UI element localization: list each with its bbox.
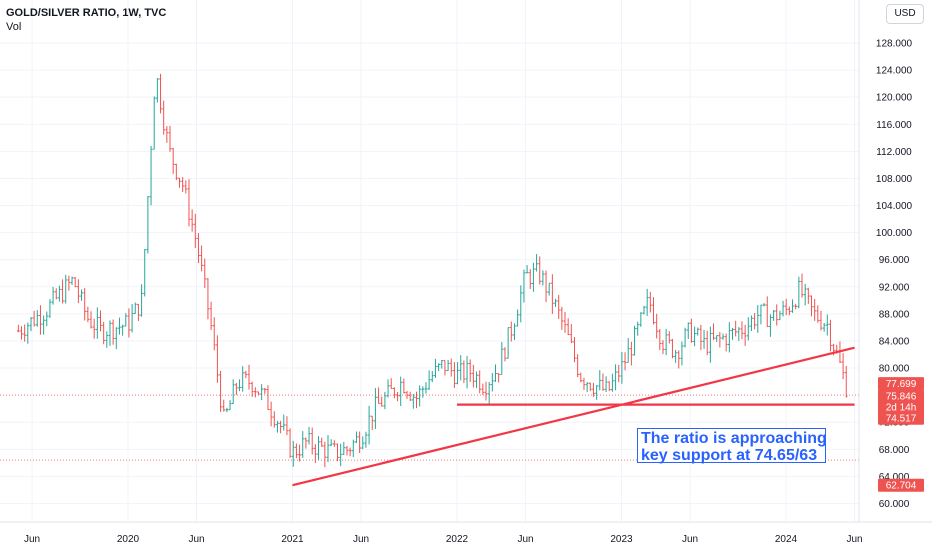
price-label-bg (878, 377, 924, 391)
price-label-bg (878, 389, 924, 403)
time-tick-label: 2023 (610, 534, 633, 545)
time-tick-label: 2022 (446, 534, 469, 545)
price-label-text: 77.699 (886, 379, 917, 390)
price-tick-label: 92.000 (879, 282, 910, 293)
time-tick-label: Jun (24, 534, 40, 545)
time-tick-label: Jun (846, 534, 862, 545)
price-tick-label: 88.000 (879, 309, 910, 320)
price-tick-label: 116.000 (876, 120, 912, 131)
price-tick-label: 80.000 (879, 364, 910, 375)
time-tick-label: Jun (517, 534, 533, 545)
time-axis[interactable]: Jun 2020 Jun 2021 Jun 2022 Jun 2023 Jun 2024 Jun (24, 534, 863, 545)
annotation-line-1: The ratio is approaching (641, 430, 827, 447)
time-tick-label: 2024 (775, 534, 798, 545)
price-tick-label: 128.000 (876, 39, 913, 50)
chart-legend: GOLD/SILVER RATIO, 1W, TVC Vol (6, 6, 166, 34)
price-label-text: 74.517 (886, 414, 917, 425)
price-label-bg (878, 478, 924, 492)
price-label-text: 75.846 (886, 392, 917, 403)
price-tick-label: 120.000 (876, 93, 913, 104)
time-tick-label: Jun (682, 534, 698, 545)
price-tick-label: 124.000 (876, 66, 913, 77)
price-label-text: 2d 14h (886, 403, 917, 414)
time-tick-label: 2020 (117, 534, 140, 545)
price-tick-label: 64.000 (879, 472, 910, 483)
price-tick-label: 100.000 (876, 228, 913, 239)
price-tick-label: 60.000 (879, 499, 910, 510)
price-label-text: 62.704 (886, 481, 917, 492)
price-tick-label: 96.000 (879, 255, 910, 266)
time-tick-label: Jun (353, 534, 369, 545)
price-tick-label: 68.000 (879, 445, 910, 456)
time-tick-label: 2021 (281, 534, 304, 545)
price-tick-label: 112.000 (876, 147, 912, 158)
trendline (292, 346, 855, 487)
chart-grid (0, 0, 859, 522)
price-tick-label: 108.000 (876, 174, 913, 185)
time-tick-label: Jun (188, 534, 204, 545)
price-tick-label: 104.000 (876, 201, 913, 212)
price-label-bg (878, 400, 924, 414)
trendlines (292, 346, 855, 487)
symbol-title[interactable]: GOLD/SILVER RATIO, 1W, TVC (6, 7, 167, 19)
ohlc-bars (16, 73, 848, 468)
price-axis[interactable]: 128.000 124.000 120.000 116.000 112.000 108.0… (876, 39, 913, 511)
annotation-line-2: key support at 74.65/63 (641, 447, 818, 464)
price-label-bg (878, 411, 924, 425)
currency-button[interactable]: USD (886, 4, 924, 24)
reference-lines (0, 394, 859, 461)
annotation-box[interactable]: The ratio is approaching key support at … (637, 428, 827, 464)
price-tick-label: 84.000 (879, 336, 910, 347)
volume-label[interactable]: Vol (6, 21, 22, 33)
